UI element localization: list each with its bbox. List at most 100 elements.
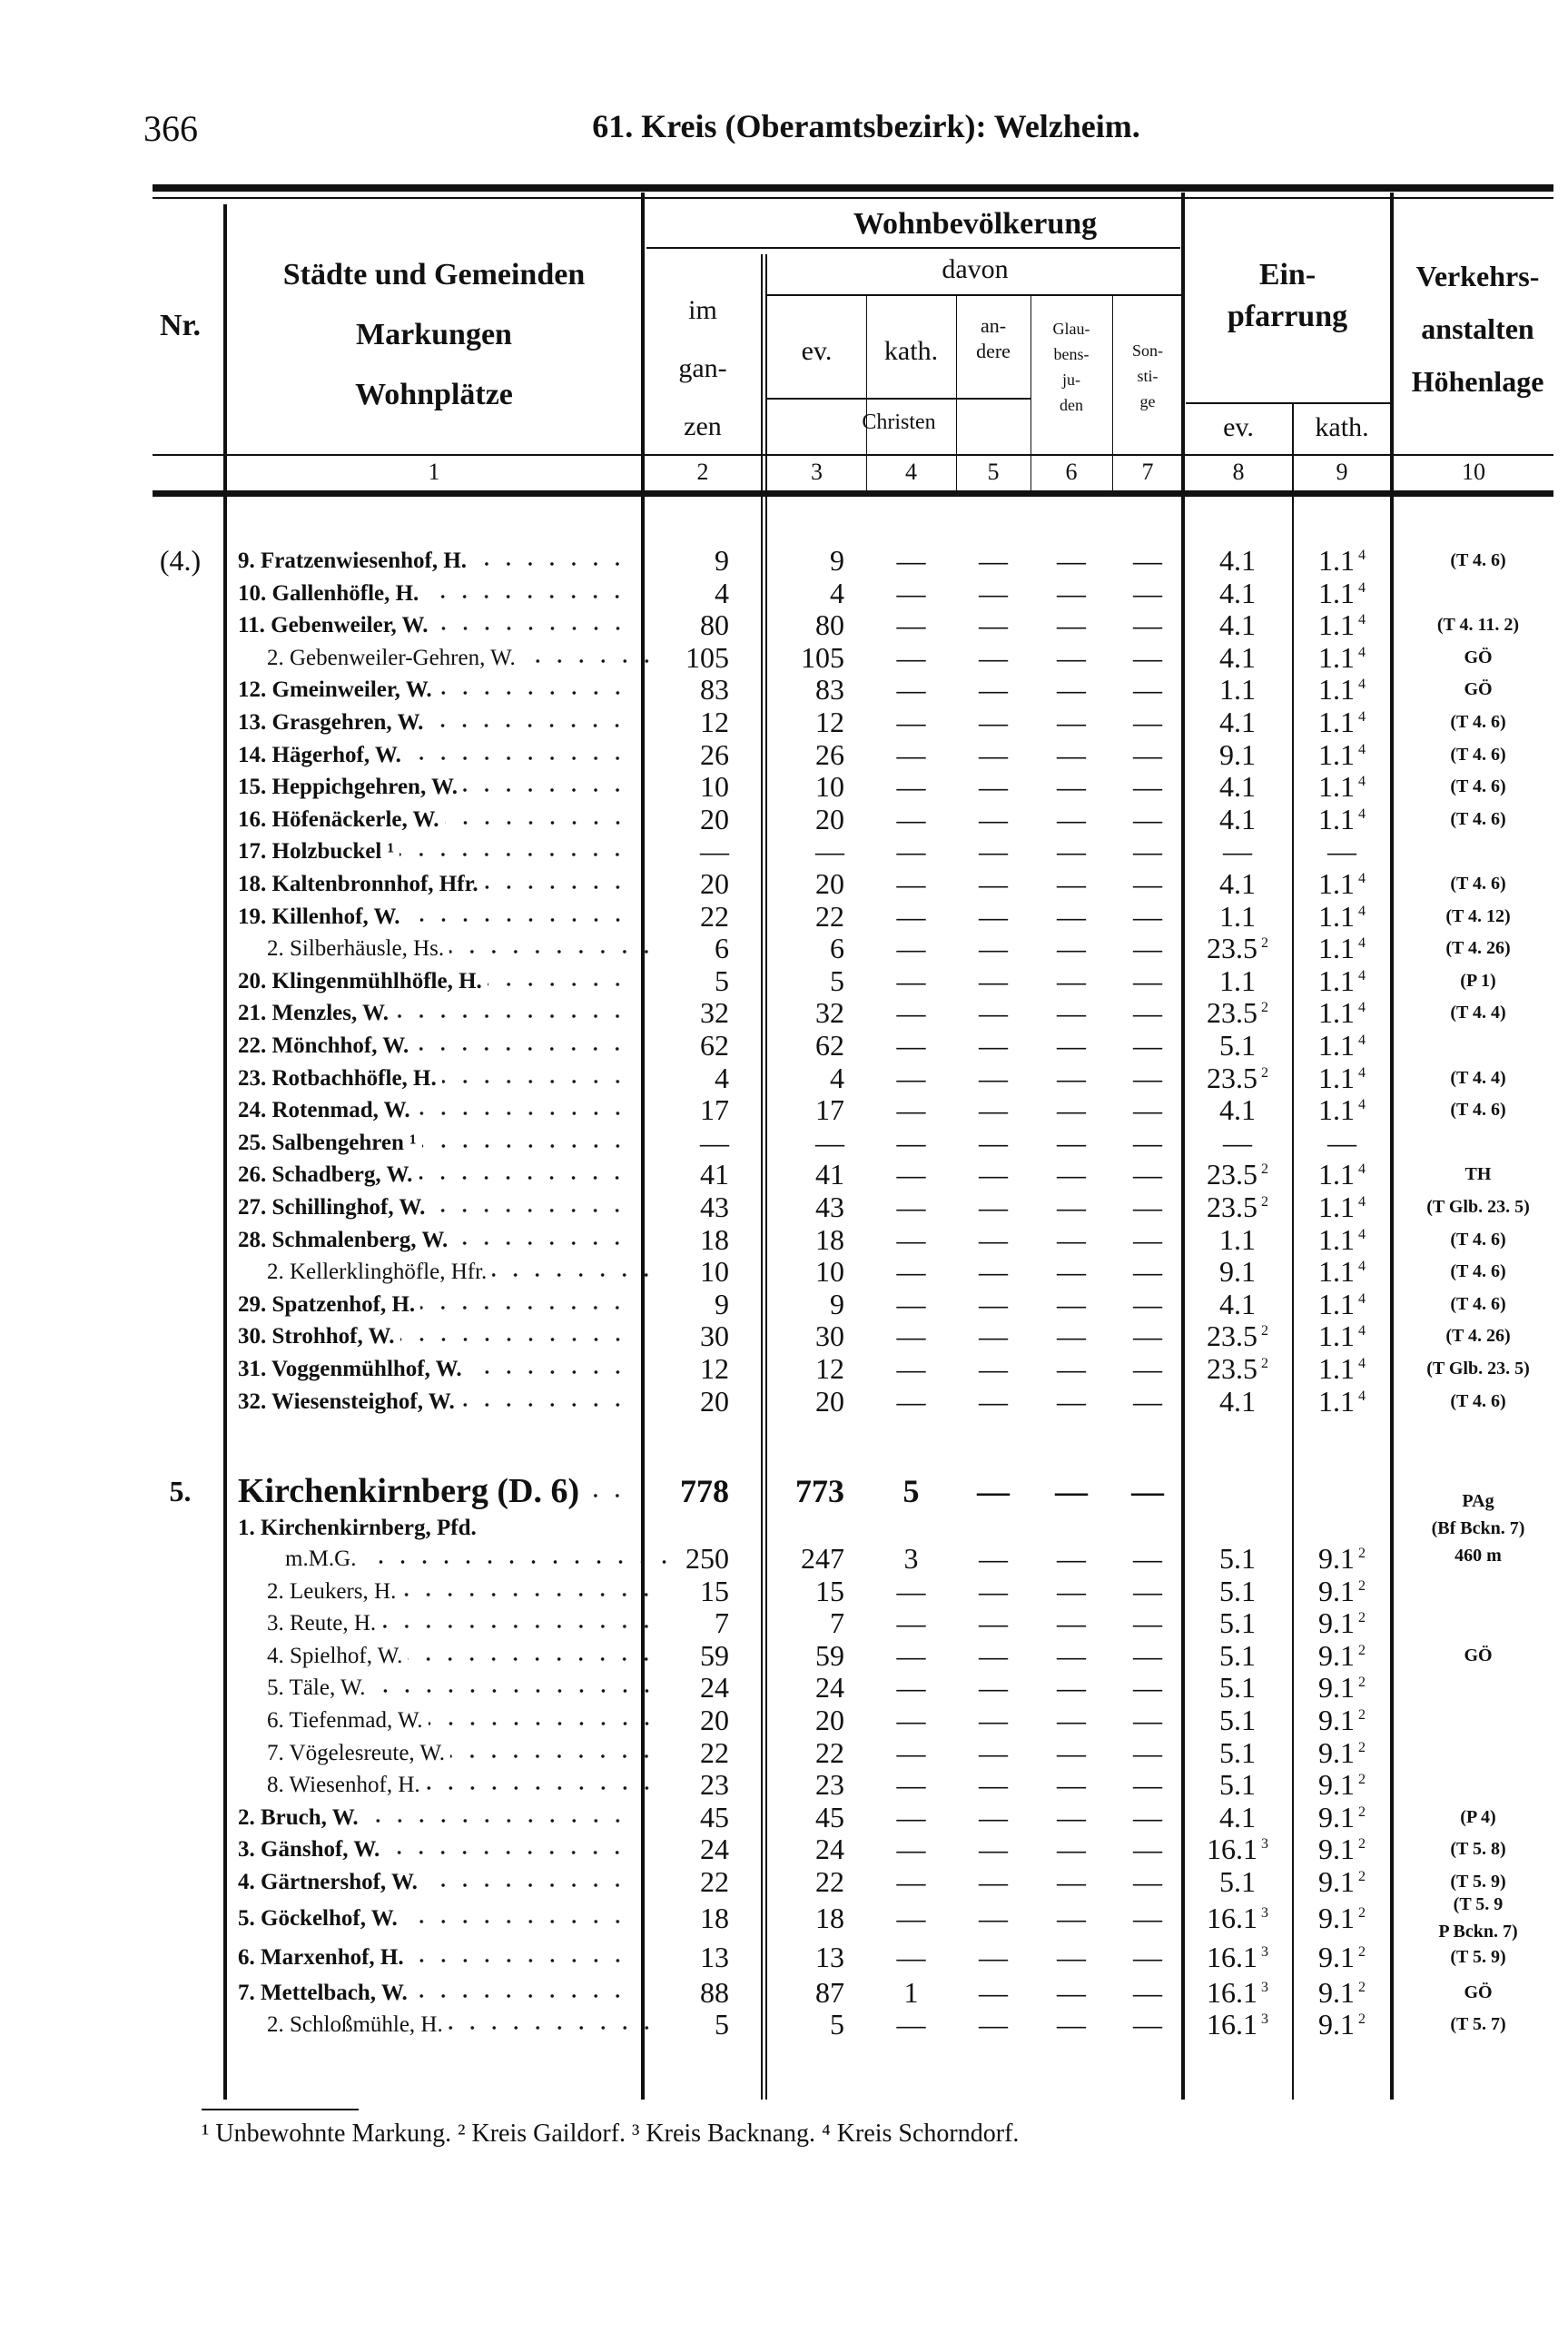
transport-cell: (T 4. 6) [1392,1094,1564,1127]
header-total-line: gan- [678,353,727,383]
value-c5: — [979,2008,1008,2041]
value-c6: — [1057,835,1086,868]
value-c6: — [1057,1901,1086,1934]
value-c6: — [1057,1606,1086,1640]
value-c9-number: 1.1 [1318,1384,1355,1418]
place-name: 14. Hägerhof, W. [238,742,401,767]
transport-value: (T 4. 26) [1445,938,1511,959]
value-c8-number: 1.1 [1219,1222,1256,1256]
transport-value: (T 4. 6) [1450,1293,1506,1314]
place-name-cell: 13. Grasgehren, W. [238,707,628,739]
place-name-cell: 10. Gallenhöfle, H. [238,577,628,610]
value-c7: — [1133,1061,1162,1094]
place-name-cell: 3. Reute, H. [238,1607,657,1640]
value-c9-number: 9.1 [1318,1901,1355,1934]
value-c7: — [1133,1384,1162,1418]
table-row: 21. Menzles, W. 32 32— — — —23.5 2 1.1 4 (T 4. 4) [0,997,1568,1030]
value-c8: 5.1 [1183,1542,1292,1576]
transport-value: (T 4. 6) [1450,808,1506,829]
page-title: 61. Kreis (Oberamtsbezirk): Welzheim. [592,108,1140,144]
header-andere-line: dere [976,339,1011,362]
value-c2: 30 [700,1319,729,1353]
value-c7: — [1133,1704,1162,1736]
dot-leader [406,738,628,772]
value-c9-number: 1.1 [1318,673,1355,707]
value-c2: 5 [715,964,729,997]
value-c3: 22 [815,899,844,933]
value-c5: — [979,1833,1008,1866]
table-row: 30. Strohhof, W. 30 30— — — —23.5 2 1.1 4 (T 4. 2… [0,1320,1568,1353]
value-c8: 5.1 [1183,1606,1292,1640]
value-c9-number: 1.1 [1318,1287,1355,1320]
column-number: 1 [428,459,440,485]
transport-cell: (T Glb. 23. 5) [1392,1353,1564,1386]
dot-leader [418,1159,628,1191]
value-c5: — [979,802,1008,835]
value-c7: — [1133,964,1162,997]
value-c8-number: 23.5 [1207,1158,1257,1191]
transport-value: (T 4. 12) [1445,905,1511,926]
value-c7: — [1133,576,1162,609]
value-c8-number: 5.1 [1219,1606,1256,1640]
footnote-ref: 4 [1358,548,1366,563]
place-name-cell: 2. Schloßmühle, H. [238,2009,657,2041]
value-c2: 15 [700,1574,729,1607]
footnote-ref: 4 [1358,1064,1366,1081]
header-verkehr: Verkehrs- anstalten Höhenlage [1394,250,1562,408]
value-c9: — [1292,1126,1392,1160]
footnote-ref: 3 [1261,1979,1268,1995]
place-name: 9. Fratzenwiesenhof, H. [238,548,468,573]
value-c2: 778 [680,1473,729,1509]
value-c9: 1.1 4 [1292,1320,1392,1353]
value-c2: 24 [700,1833,729,1866]
value-c7: — [1133,1287,1162,1320]
value-c3: 20 [815,867,844,900]
value-c8: 16.1 3 [1183,2008,1292,2041]
footnote-ref: 4 [1358,935,1366,952]
value-c4: — [896,1222,926,1256]
dot-leader [448,2009,657,2041]
place-name: 24. Rotenmad, W. [238,1098,410,1123]
value-c5: — [979,899,1008,933]
value-c5: — [979,737,1008,771]
value-c8: 4.1 [1183,577,1292,610]
value-c6: — [1057,1735,1086,1769]
header-total-line: im [688,295,717,325]
table-row: 27. Schillinghof, W. 43 43— — — —23.5 2 1.1 4 (T … [0,1191,1568,1224]
footnote-ref: 4 [1358,677,1366,693]
value-c6: — [1057,1158,1086,1191]
table-row: 13. Grasgehren, W. 12 12 — — — — 4.1 1.1 4 (T 4. 6… [0,706,1568,739]
table-row: 3. Gänshof, W. 24 24— — — —16.1 3 9.1 2 (T 5. 8) [0,1833,1568,1866]
place-name-cell: 4. Spielhof, W. [238,1639,657,1673]
column-number: 4 [905,459,917,485]
value-c4: — [896,1093,926,1127]
place-name-cell: 27. Schillinghof, W. [238,1191,628,1224]
value-c5: — [979,1125,1008,1159]
value-c3: 18 [815,1222,844,1256]
page-number: 366 [143,108,198,149]
value-c9-number: 1.1 [1318,867,1355,900]
footnote-ref: 4 [1358,579,1366,596]
table-row: 31. Voggenmühlhof, W. 12 12— — — —23.5 2 1.1 4 (T… [0,1352,1568,1386]
place-name-cell: 8. Wiesenhof, H. [238,1769,657,1802]
dot-leader [462,771,628,804]
place-name: 21. Menzles, W. [238,1001,389,1026]
value-c8-number: 5.1 [1219,1768,1256,1802]
value-c7: — [1133,640,1162,674]
value-c8-number: 16.1 [1207,1833,1257,1866]
value-c5: — [979,1061,1008,1094]
place-name: 13. Grasgehren, W. [238,710,424,735]
transport-value: (T 4. 6) [1450,1100,1506,1121]
value-c4: — [896,1191,926,1223]
value-c9: 1.1 4 [1292,932,1392,965]
value-c8-number: 4.1 [1219,608,1256,642]
value-c3: 83 [815,673,844,707]
transport-cell: (P 1) [1392,965,1564,998]
header-sonstige-line: ge [1139,392,1156,410]
value-c9-number: 1.1 [1318,737,1355,771]
place-name-cell: 5. Göckelhof, W. [238,1898,628,1938]
place-name-cell: 3. Gänshof, W. [238,1833,628,1866]
value-c9: 9.1 2 [1292,1768,1392,1802]
value-c7: — [1133,932,1162,965]
table-row: 2. Bruch, W. 45 45 — — — — 4.1 9.1 2 (P 4) [0,1801,1568,1834]
